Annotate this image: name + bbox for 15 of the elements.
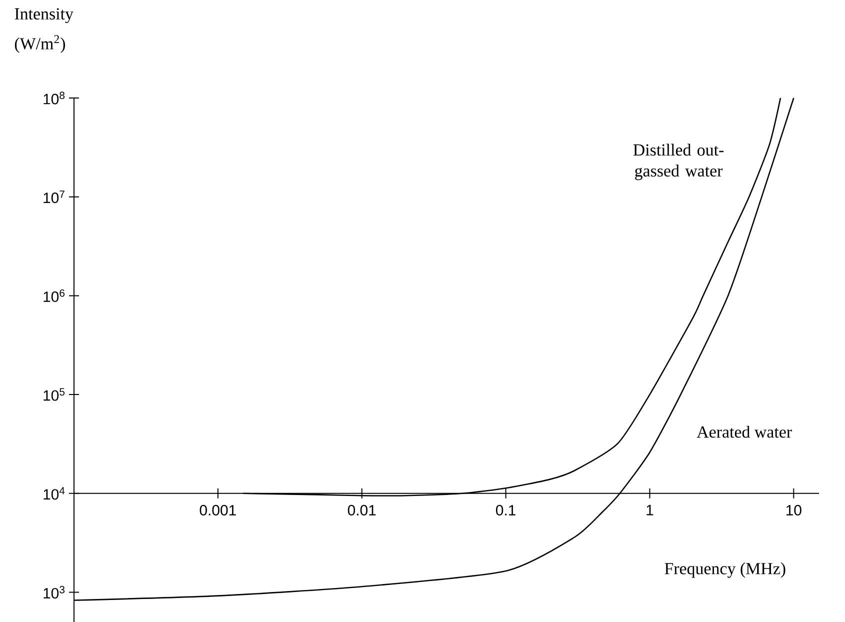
x-tick-label: 0.001 [200, 504, 236, 516]
x-tick-label: 0.01 [348, 504, 376, 516]
series-label: Distilled out-gassed water [633, 144, 724, 180]
y-tick-label: 10$^{8}$ [44, 91, 65, 104]
y-tick-label: 10$^{6}$ [44, 289, 65, 302]
y-tick-label: 10$^{3}$ [44, 586, 65, 598]
x-axis-title: Frequency (MHz) [664, 562, 786, 578]
y-tick-label: 10$^{5}$ [44, 388, 65, 401]
x-tick-label: 10 [786, 504, 802, 516]
x-tick-label: 1 [646, 504, 654, 515]
y-tick-label: 10$^{7}$ [44, 190, 64, 203]
y-tick-label: 10$^{4}$ [44, 486, 65, 500]
x-tick-label: 0.1 [496, 504, 516, 516]
y-axis-title: Intensity (W/m$^{2}$) [14, 8, 74, 53]
series-label: Aerated water [696, 426, 792, 438]
